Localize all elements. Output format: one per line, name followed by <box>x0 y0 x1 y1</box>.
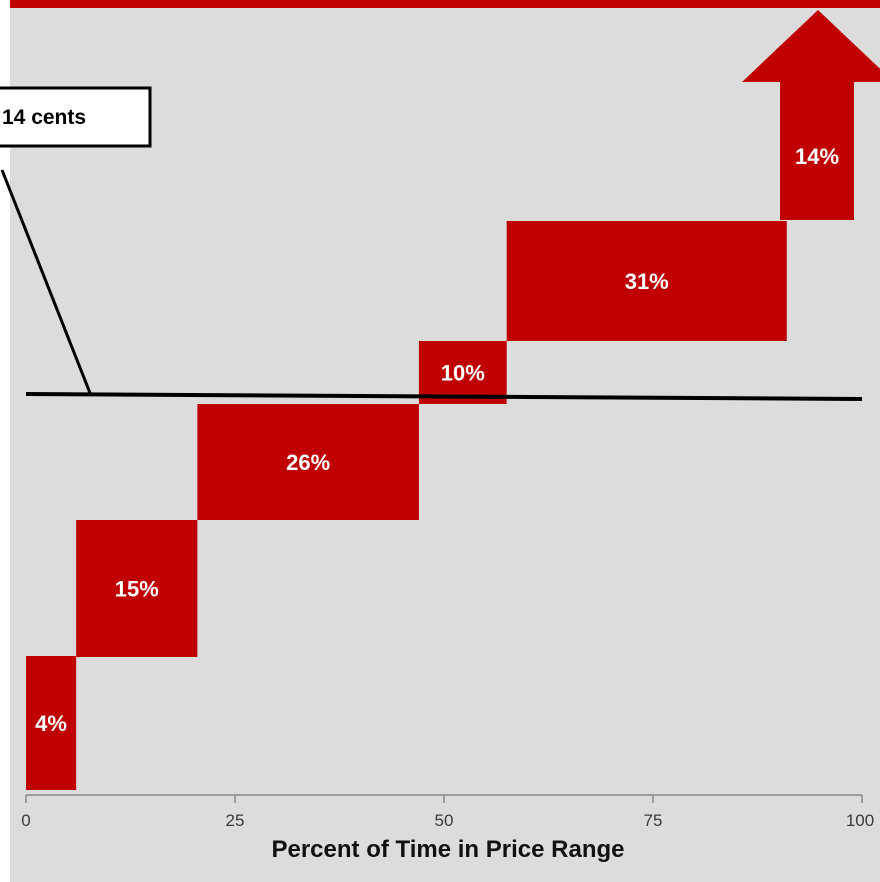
bar-label-1: 4% <box>35 711 67 736</box>
plot-background <box>10 0 880 882</box>
bar-label-3: 26% <box>286 450 330 475</box>
callout-leader-line <box>0 169 92 394</box>
bar-segment-2 <box>76 520 198 657</box>
x-tick-label: 50 <box>435 811 454 830</box>
x-tick-label: 25 <box>226 811 245 830</box>
bars <box>26 221 787 790</box>
bar-label-5: 31% <box>625 269 669 294</box>
top-band <box>10 0 880 8</box>
bar-label-4: 10% <box>441 361 485 386</box>
x-tick-label: 100 <box>846 811 874 830</box>
bar-label-6: 14% <box>795 144 839 169</box>
x-ticks: 0 25 50 75 100 <box>21 795 874 830</box>
bar-segment-4 <box>418 341 507 404</box>
bar-labels: 4% 15% 26% 10% 31% 14% <box>35 144 839 736</box>
x-tick-label: 75 <box>644 811 663 830</box>
reference-line <box>25 392 863 401</box>
callout-text: 14 cents <box>2 106 86 129</box>
bar-label-2: 15% <box>115 577 159 602</box>
bar-segment-5 <box>506 221 787 341</box>
up-arrow-icon <box>742 10 880 220</box>
x-axis-title: Percent of Time in Price Range <box>271 836 624 863</box>
callout-box <box>0 86 152 148</box>
bar-segment-1 <box>26 656 77 790</box>
bar-segment-3 <box>197 404 419 520</box>
x-tick-label: 0 <box>21 811 30 830</box>
